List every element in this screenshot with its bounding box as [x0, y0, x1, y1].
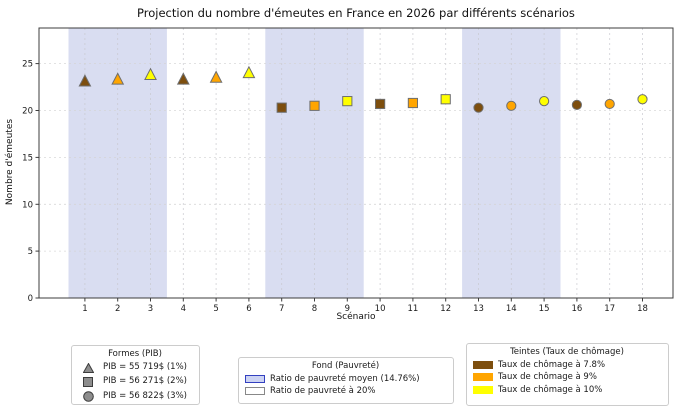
legend-item-label: PIB = 55 719$ (1%) — [103, 362, 187, 373]
white-band-swatch-icon — [245, 387, 265, 396]
legend-item-label: Ratio de pauvreté à 20% — [270, 386, 376, 396]
brown-swatch-icon — [473, 360, 493, 369]
legend-item-label: PIB = 56 271$ (2%) — [103, 376, 187, 387]
svg-text:0: 0 — [28, 294, 33, 304]
svg-text:17: 17 — [604, 304, 615, 314]
legend-item-unemployment-10: Taux de chômage à 10% — [473, 384, 661, 395]
legend-tints-unemployment: Teintes (Taux de chômage) Taux de chômag… — [466, 343, 669, 406]
svg-text:2: 2 — [115, 304, 120, 314]
legend-item-square: PIB = 56 271$ (2%) — [78, 376, 192, 387]
svg-text:5: 5 — [213, 304, 218, 314]
svg-text:6: 6 — [246, 304, 251, 314]
svg-text:13: 13 — [473, 304, 484, 314]
svg-text:4: 4 — [181, 304, 186, 314]
legend-item-label: Taux de chômage à 10% — [498, 384, 603, 395]
svg-text:10: 10 — [22, 200, 33, 210]
orange-swatch-icon — [473, 373, 493, 382]
svg-text:15: 15 — [539, 304, 550, 314]
legend-item-unemployment-9: Taux de chômage à 9% — [473, 373, 661, 382]
svg-text:10: 10 — [375, 304, 386, 314]
svg-text:12: 12 — [440, 304, 451, 314]
svg-text:1: 1 — [82, 304, 87, 314]
svg-text:25: 25 — [22, 60, 33, 70]
x-axis-label: Scénario — [336, 312, 376, 322]
svg-text:18: 18 — [637, 304, 648, 314]
blue-band-swatch-icon — [245, 374, 265, 383]
svg-text:20: 20 — [22, 107, 33, 117]
triangle-marker-icon — [78, 362, 98, 373]
square-marker-icon — [78, 376, 98, 387]
legend-item-unemployment-7-8: Taux de chômage à 7.8% — [473, 359, 661, 370]
svg-text:14: 14 — [506, 304, 517, 314]
legend-item-poverty-20: Ratio de pauvreté à 20% — [245, 387, 446, 396]
legend-item-label: Ratio de pauvreté moyen (14.76%) — [270, 373, 420, 384]
legend-item-triangle: PIB = 55 719$ (1%) — [78, 362, 192, 373]
legend-item-label: Taux de chômage à 7.8% — [498, 359, 606, 370]
legend-title: Fond (Pauvreté) — [311, 361, 380, 371]
legend-item-label: Taux de chômage à 9% — [498, 372, 597, 382]
legend-title: Formes (PIB) — [108, 349, 162, 359]
legend-title: Teintes (Taux de chômage) — [510, 347, 624, 357]
svg-text:5: 5 — [28, 247, 33, 257]
legend-background-poverty: Fond (Pauvreté) Ratio de pauvreté moyen … — [238, 357, 454, 404]
y-axis-label: Nombre d'émeutes — [5, 118, 15, 206]
svg-text:15: 15 — [22, 153, 33, 163]
svg-text:3: 3 — [148, 304, 153, 314]
chart-title: Projection du nombre d'émeutes en France… — [137, 6, 575, 20]
svg-text:9: 9 — [345, 304, 350, 314]
legend-item-poverty-mean: Ratio de pauvreté moyen (14.76%) — [245, 373, 446, 384]
yellow-swatch-icon — [473, 385, 493, 394]
svg-text:8: 8 — [312, 304, 317, 314]
svg-text:11: 11 — [407, 304, 418, 314]
legend-item-label: PIB = 56 822$ (3%) — [103, 390, 187, 401]
svg-text:16: 16 — [571, 304, 582, 314]
legend-item-circle: PIB = 56 822$ (3%) — [78, 390, 192, 402]
circle-marker-icon — [78, 390, 98, 402]
legend-shapes-pib: Formes (PIB) PIB = 55 719$ (1%) PIB = 56… — [71, 345, 200, 405]
svg-text:7: 7 — [279, 304, 284, 314]
